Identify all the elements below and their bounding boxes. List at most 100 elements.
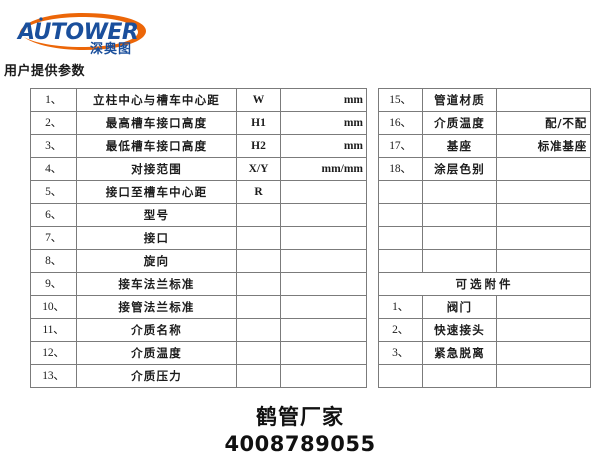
table-row: 16、 介质温度 配/不配 (378, 111, 591, 135)
row-index-cell[interactable]: 5、 (30, 180, 77, 204)
row-index-cell[interactable]: 1、 (378, 295, 423, 319)
table-row: 2、 最高槽车接口高度 H1 mm (30, 111, 367, 135)
parameter-name-cell[interactable]: 涂层色别 (422, 157, 497, 181)
row-index-cell[interactable]: 10、 (30, 295, 77, 319)
row-index-cell[interactable]: 2、 (30, 111, 77, 135)
row-index-cell[interactable]: 11、 (30, 318, 77, 342)
parameter-unit-cell[interactable] (280, 295, 367, 319)
row-index-cell[interactable] (378, 203, 423, 227)
parameter-name-cell[interactable]: 基座 (422, 134, 497, 158)
parameter-name-cell[interactable]: 介质温度 (422, 111, 497, 135)
parameter-value-cell[interactable] (496, 88, 591, 112)
row-index-cell[interactable]: 15、 (378, 88, 423, 112)
parameter-name-cell[interactable]: 旋向 (76, 249, 237, 273)
parameter-name-cell[interactable]: 接口至槽车中心距 (76, 180, 237, 204)
parameter-name-cell[interactable] (422, 180, 497, 204)
parameter-symbol-cell[interactable]: H1 (236, 111, 281, 135)
accessories-header-cell[interactable]: 可选附件 (378, 272, 591, 296)
parameter-unit-cell[interactable] (280, 318, 367, 342)
parameter-value-cell[interactable] (496, 180, 591, 204)
parameter-name-cell[interactable] (422, 203, 497, 227)
row-index-cell[interactable] (378, 364, 423, 388)
parameter-unit-cell[interactable] (280, 341, 367, 365)
row-index-cell[interactable]: 2、 (378, 318, 423, 342)
parameter-unit-cell[interactable] (280, 249, 367, 273)
row-index-cell[interactable]: 12、 (30, 341, 77, 365)
row-index-cell[interactable]: 6、 (30, 203, 77, 227)
parameter-value-cell[interactable] (496, 249, 591, 273)
parameter-value-cell[interactable] (496, 226, 591, 250)
accessory-value-cell[interactable] (496, 364, 591, 388)
table-row: 5、 接口至槽车中心距 R (30, 180, 367, 204)
parameter-name-cell[interactable] (422, 249, 497, 273)
parameter-symbol-cell[interactable]: H2 (236, 134, 281, 158)
row-index-cell[interactable] (378, 180, 423, 204)
accessory-name-cell[interactable]: 紧急脱离 (422, 341, 497, 365)
row-index-cell[interactable]: 18、 (378, 157, 423, 181)
parameter-symbol-cell[interactable]: R (236, 180, 281, 204)
parameter-symbol-cell[interactable] (236, 203, 281, 227)
parameter-unit-cell[interactable]: mm (280, 111, 367, 135)
parameter-name-cell[interactable]: 立柱中心与槽车中心距 (76, 88, 237, 112)
parameter-unit-cell[interactable] (280, 226, 367, 250)
row-index-cell[interactable]: 1、 (30, 88, 77, 112)
table-row: 6、 型号 (30, 203, 367, 227)
row-index-cell[interactable]: 8、 (30, 249, 77, 273)
accessory-value-cell[interactable] (496, 318, 591, 342)
parameter-value-cell[interactable] (496, 203, 591, 227)
logo-wordmark: AUTOWER (16, 20, 138, 45)
table-row (378, 249, 591, 273)
row-index-cell[interactable]: 7、 (30, 226, 77, 250)
parameter-name-cell[interactable]: 接车法兰标准 (76, 272, 237, 296)
table-row: 8、 旋向 (30, 249, 367, 273)
parameter-value-cell[interactable]: 配/不配 (496, 111, 591, 135)
parameter-symbol-cell[interactable] (236, 272, 281, 296)
parameter-name-cell[interactable]: 接管法兰标准 (76, 295, 237, 319)
table-row: 7、 接口 (30, 226, 367, 250)
parameter-name-cell[interactable]: 型号 (76, 203, 237, 227)
parameter-unit-cell[interactable] (280, 364, 367, 388)
parameter-name-cell[interactable]: 介质压力 (76, 364, 237, 388)
parameter-name-cell[interactable]: 对接范围 (76, 157, 237, 181)
parameter-symbol-cell[interactable]: W (236, 88, 281, 112)
accessory-value-cell[interactable] (496, 295, 591, 319)
parameter-name-cell[interactable]: 介质温度 (76, 341, 237, 365)
parameter-name-cell[interactable]: 最高槽车接口高度 (76, 111, 237, 135)
parameter-symbol-cell[interactable] (236, 226, 281, 250)
parameter-name-cell[interactable]: 接口 (76, 226, 237, 250)
parameter-unit-cell[interactable] (280, 180, 367, 204)
accessory-name-cell[interactable]: 快速接头 (422, 318, 497, 342)
accessory-name-cell[interactable] (422, 364, 497, 388)
parameter-name-cell[interactable]: 介质名称 (76, 318, 237, 342)
parameter-name-cell[interactable]: 管道材质 (422, 88, 497, 112)
accessory-value-cell[interactable] (496, 341, 591, 365)
row-index-cell[interactable] (378, 226, 423, 250)
parameter-symbol-cell[interactable]: X/Y (236, 157, 281, 181)
parameter-name-cell[interactable]: 最低槽车接口高度 (76, 134, 237, 158)
row-index-cell[interactable] (378, 249, 423, 273)
row-index-cell[interactable]: 3、 (378, 341, 423, 365)
parameter-unit-cell[interactable]: mm (280, 134, 367, 158)
table-row: 11、 介质名称 (30, 318, 367, 342)
parameter-unit-cell[interactable] (280, 203, 367, 227)
parameter-symbol-cell[interactable] (236, 318, 281, 342)
parameter-unit-cell[interactable] (280, 272, 367, 296)
row-index-cell[interactable]: 16、 (378, 111, 423, 135)
table-row: 18、 涂层色别 (378, 157, 591, 181)
row-index-cell[interactable]: 9、 (30, 272, 77, 296)
row-index-cell[interactable]: 3、 (30, 134, 77, 158)
row-index-cell[interactable]: 4、 (30, 157, 77, 181)
parameter-unit-cell[interactable]: mm (280, 88, 367, 112)
parameter-unit-cell[interactable]: mm/mm (280, 157, 367, 181)
parameter-name-cell[interactable] (422, 226, 497, 250)
parameter-symbol-cell[interactable] (236, 249, 281, 273)
parameter-symbol-cell[interactable] (236, 364, 281, 388)
parameter-value-cell[interactable] (496, 157, 591, 181)
row-index-cell[interactable]: 17、 (378, 134, 423, 158)
row-index-cell[interactable]: 13、 (30, 364, 77, 388)
parameter-value-cell[interactable]: 标准基座 (496, 134, 591, 158)
parameter-symbol-cell[interactable] (236, 295, 281, 319)
accessory-name-cell[interactable]: 阀门 (422, 295, 497, 319)
parameter-symbol-cell[interactable] (236, 341, 281, 365)
